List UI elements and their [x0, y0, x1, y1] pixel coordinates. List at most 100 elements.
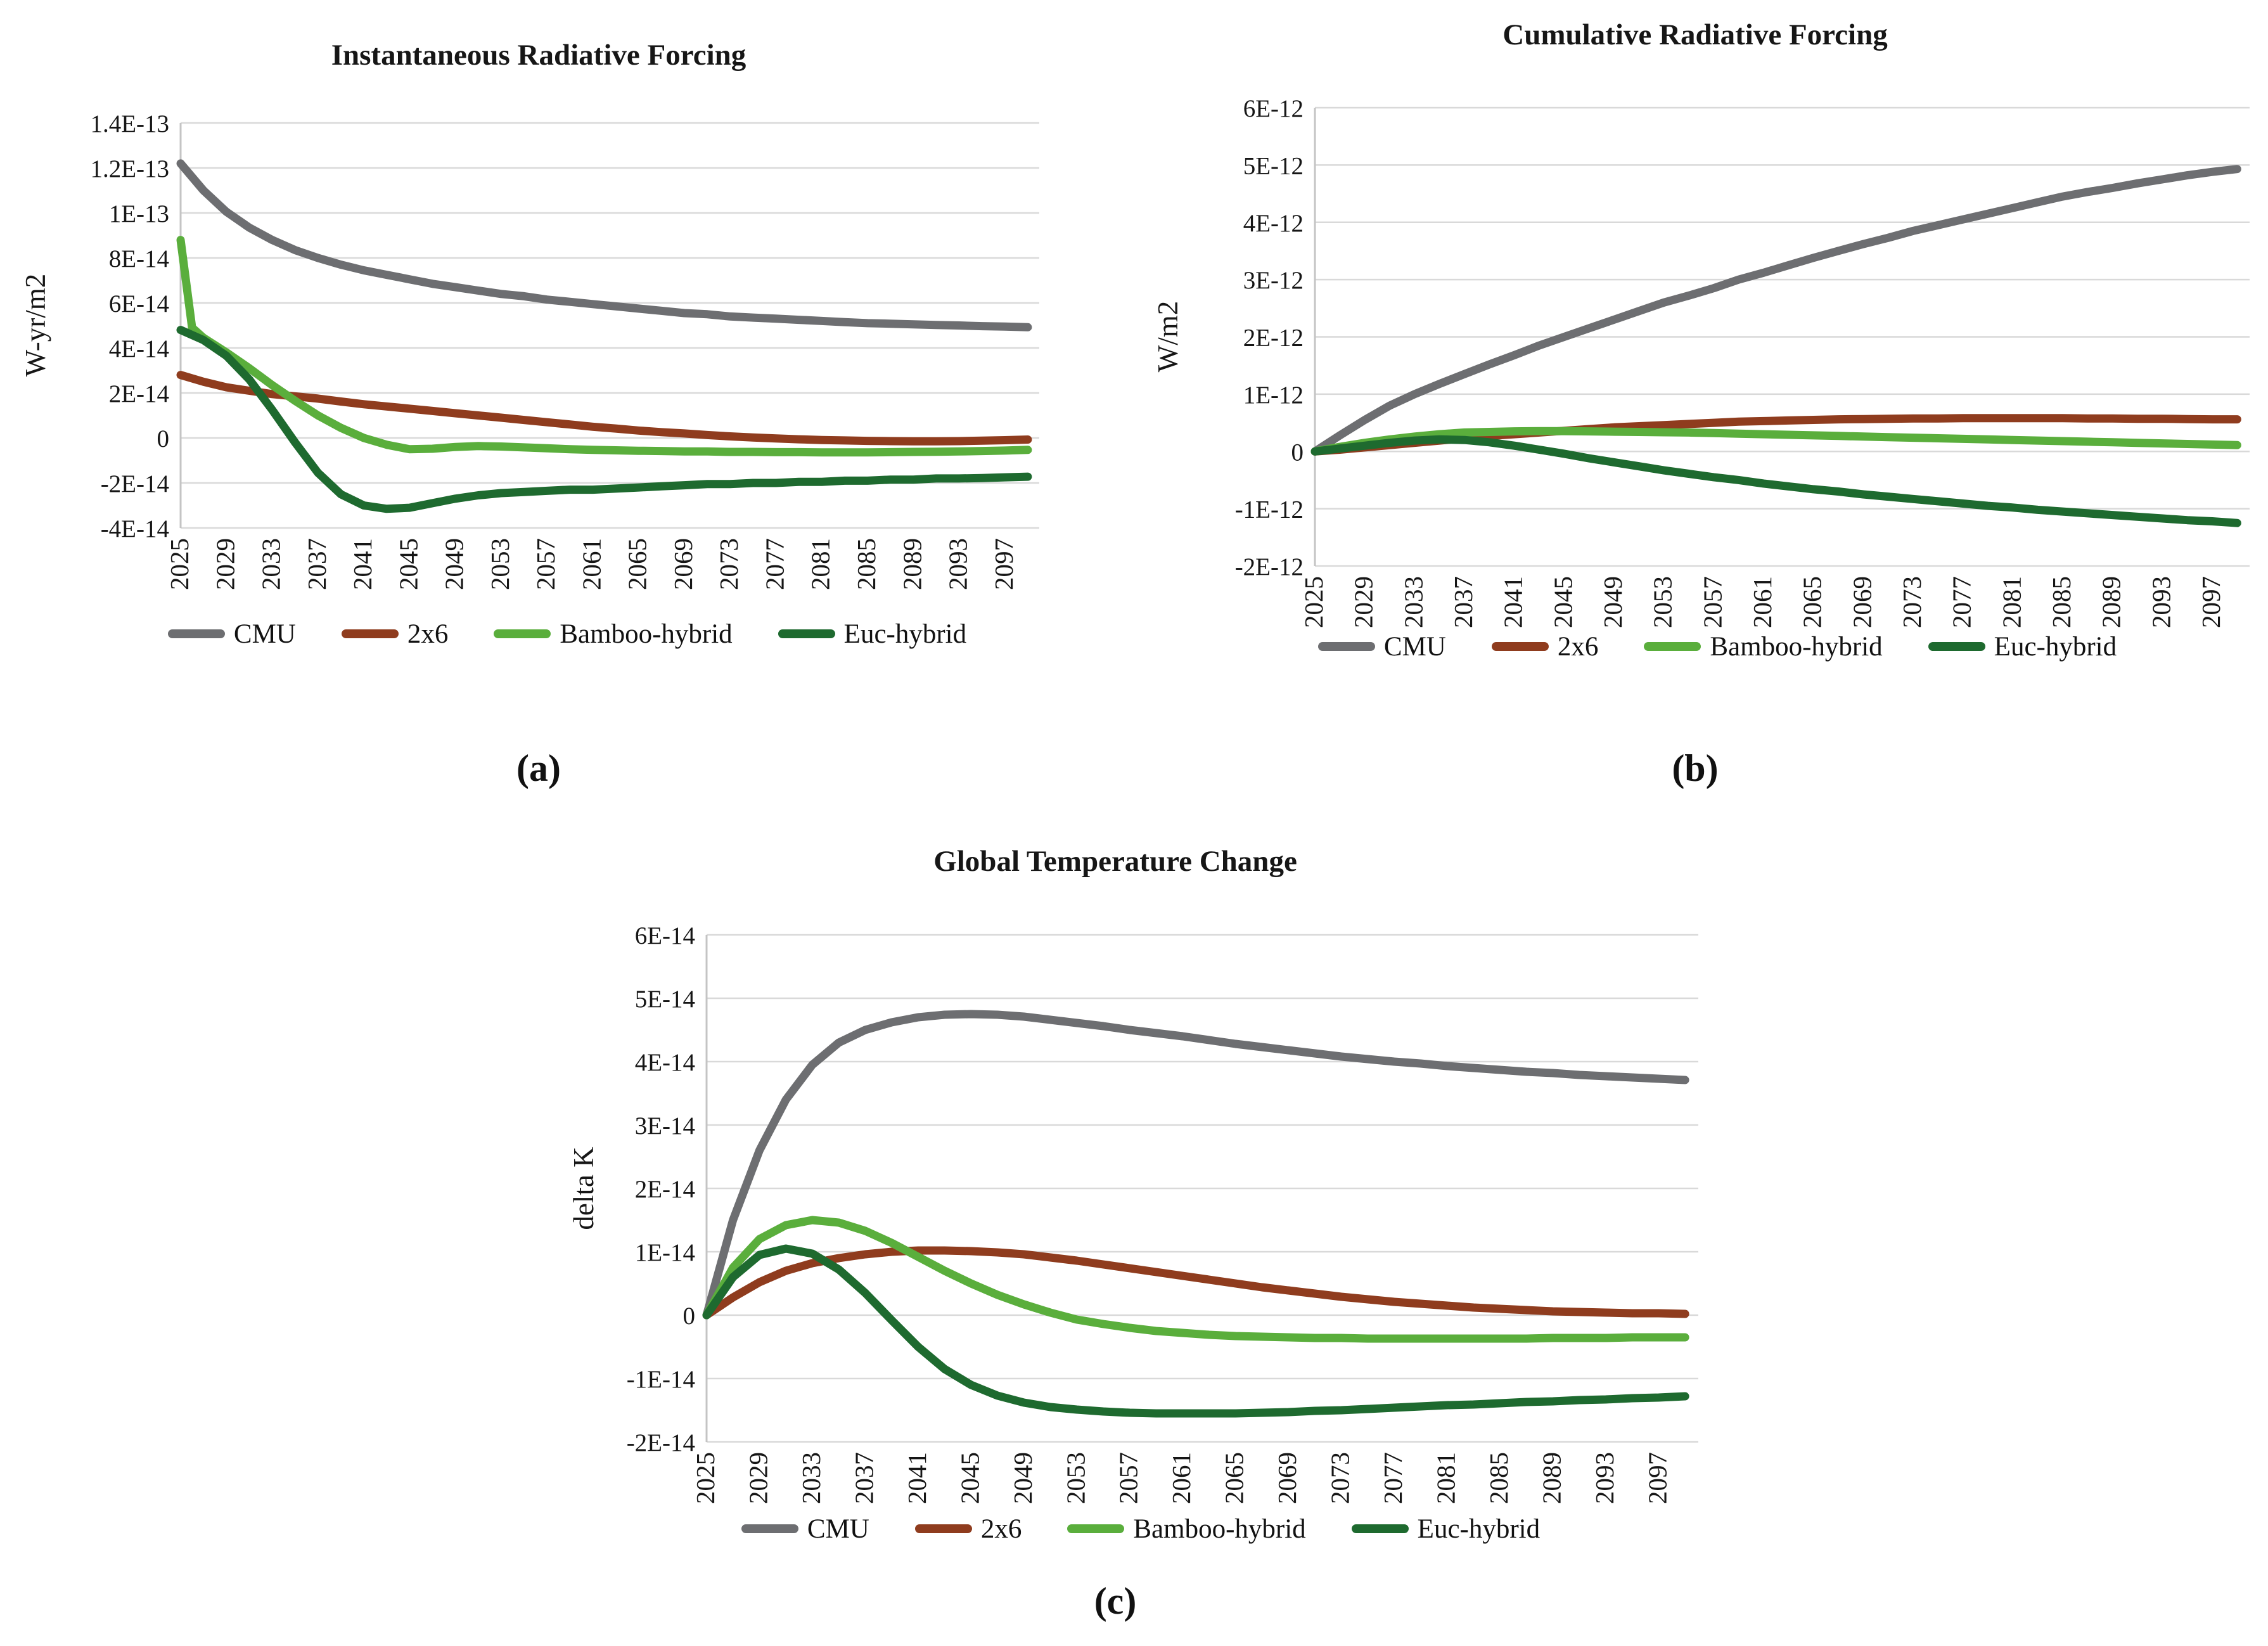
plot-area: 6E-12 5E-12 4E-12 3E-12 2E-12 1E-12 0 -1E-12 -2E… [1235, 95, 2250, 628]
x-tick-label: 2033 [797, 1452, 826, 1504]
legend-item-2x6: 2x6 [341, 619, 449, 649]
x-tick-label: 2085 [1484, 1452, 1513, 1504]
y-tick-label: -1E-14 [627, 1366, 695, 1393]
legend-label: CMU [1383, 631, 1446, 662]
legend-label: Euc-hybrid [1417, 1514, 1541, 1544]
x-tick-label: 2029 [743, 1452, 772, 1504]
chart-global-temperature-change: Global Temperature Change delta K 6E-14 5… [539, 824, 1743, 1646]
x-tick-label: 2085 [2047, 576, 2076, 628]
x-tick-label: 2049 [440, 538, 469, 590]
y-tick-label: 4E-12 [1243, 210, 1304, 237]
x-tick-label: 2069 [1847, 576, 1876, 628]
legend-swatch-euc-hybrid [1351, 1524, 1409, 1533]
legend-label: CMU [807, 1514, 869, 1544]
x-tick-label: 2093 [2146, 576, 2175, 628]
x-tick-label: 2061 [1748, 576, 1777, 628]
y-tick-label: 8E-14 [109, 245, 169, 273]
x-tick-label: 2093 [944, 538, 973, 590]
legend-item-2x6: 2x6 [1491, 631, 1599, 662]
subfigure-label: (b) [1672, 747, 1719, 789]
y-tick-label: 3E-14 [635, 1112, 695, 1140]
y-tick-label: -4E-14 [101, 515, 169, 543]
legend-label: CMU [233, 619, 296, 649]
x-tick-label: 2093 [1590, 1452, 1619, 1504]
series-line-euc-hybrid [176, 326, 1032, 513]
legend-item-euc-hybrid: Euc-hybrid [1928, 633, 2117, 660]
plot-area: 1.4E-13 1.2E-13 1E-13 8E-14 6E-14 4E-14 2E-14 0… [90, 110, 1039, 590]
x-tick-label: 2049 [1598, 576, 1627, 628]
x-tick-label: 2045 [394, 538, 423, 590]
legend-label: Bamboo-hybrid [560, 619, 733, 649]
x-tick-label: 2065 [1798, 576, 1827, 628]
x-tick-label: 2041 [1499, 576, 1528, 628]
x-tick-label: 2053 [1061, 1452, 1090, 1504]
legend-swatch-bamboo-hybrid [1067, 1524, 1125, 1533]
legend-label: 2x6 [1557, 631, 1599, 662]
legend-swatch-2x6 [341, 629, 399, 638]
legend-item-bamboo-hybrid: Bamboo-hybrid [494, 619, 733, 649]
y-tick-label: 6E-14 [635, 922, 695, 949]
legend-swatch-bamboo-hybrid [494, 629, 551, 638]
x-tick-label: 2077 [760, 538, 789, 590]
x-tick-label: 2045 [955, 1452, 984, 1504]
x-tick-label: 2085 [852, 538, 881, 590]
legend-item-2x6: 2x6 [914, 1515, 1022, 1543]
legend-item-euc-hybrid: Euc-hybrid [778, 620, 966, 648]
y-tick-label: 0 [683, 1302, 696, 1330]
legend: CMU 2x6 Bamboo-hybrid Euc-hybrid [89, 615, 1046, 653]
subfigure-label: (a) [516, 747, 561, 789]
y-tick-label: 2E-12 [1243, 325, 1304, 352]
x-tick-label: 2081 [1997, 576, 2026, 628]
y-tick-label: 6E-14 [109, 290, 169, 318]
x-tick-label: 2037 [1449, 576, 1478, 628]
x-tick-label: 2057 [531, 538, 560, 590]
y-tick-label: 6E-12 [1243, 95, 1304, 122]
x-tick-label: 2061 [577, 538, 606, 590]
x-tick-label: 2029 [1349, 576, 1378, 628]
y-tick-label: 4E-14 [109, 335, 169, 363]
x-tick-label: 2033 [1399, 576, 1428, 628]
legend-swatch-cmu [167, 629, 225, 638]
y-tick-label: -2E-14 [627, 1429, 695, 1456]
series-line-bamboo-hybrid [176, 236, 1032, 457]
y-tick-label: 0 [157, 425, 170, 453]
legend-swatch-cmu [1317, 642, 1375, 651]
y-tick-label: 1.4E-13 [90, 110, 169, 138]
series-line-euc-hybrid [1310, 435, 2241, 527]
x-tick-label: 2029 [210, 538, 240, 590]
legend: CMU 2x6 Bamboo-hybrid Euc-hybrid [621, 1510, 1660, 1548]
x-tick-label: 2073 [1897, 576, 1926, 628]
chart-title: Cumulative Radiative Forcing [1502, 18, 1888, 51]
legend-item-cmu: CMU [1317, 631, 1446, 662]
legend-swatch-euc-hybrid [1928, 642, 1985, 651]
plot-area: 6E-14 5E-14 4E-14 3E-14 2E-14 1E-14 0 -1E-14 -2E… [627, 922, 1698, 1504]
x-tick-label: 2053 [1648, 576, 1677, 628]
legend-item-bamboo-hybrid: Bamboo-hybrid [1067, 1515, 1306, 1543]
legend-swatch-2x6 [914, 1524, 972, 1533]
legend-label: Bamboo-hybrid [1710, 631, 1883, 662]
x-tick-label: 2053 [485, 538, 515, 590]
x-tick-label: 2081 [1432, 1452, 1461, 1504]
x-tick-label: 2089 [897, 538, 926, 590]
subfigure-label: (c) [1094, 1580, 1137, 1622]
x-tick-label: 2073 [1326, 1452, 1355, 1504]
y-tick-label: 5E-12 [1243, 152, 1304, 179]
x-tick-label: 2097 [1643, 1452, 1672, 1504]
chart-title: Instantaneous Radiative Forcing [331, 39, 746, 72]
x-tick-label: 2033 [257, 538, 286, 590]
legend-label: 2x6 [407, 619, 449, 649]
chart-cumulative-radiative-forcing: Cumulative Radiative Forcing W/m2 6E-12 5… [1134, 0, 2268, 824]
x-tick-label: 2025 [691, 1452, 720, 1504]
x-tick-label: 2077 [1378, 1452, 1407, 1504]
x-tick-label: 2041 [902, 1452, 932, 1504]
legend-swatch-bamboo-hybrid [1644, 642, 1701, 651]
legend-item-cmu: CMU [741, 1515, 869, 1543]
series-line-bamboo-hybrid [702, 1216, 1689, 1343]
x-tick-label: 2069 [1272, 1452, 1302, 1504]
series-line-cmu [702, 1010, 1689, 1320]
x-tick-label: 2073 [714, 538, 743, 590]
legend-item-euc-hybrid: Euc-hybrid [1351, 1514, 1541, 1544]
series-line-2x6 [702, 1246, 1689, 1320]
x-tick-label: 2081 [806, 538, 835, 590]
